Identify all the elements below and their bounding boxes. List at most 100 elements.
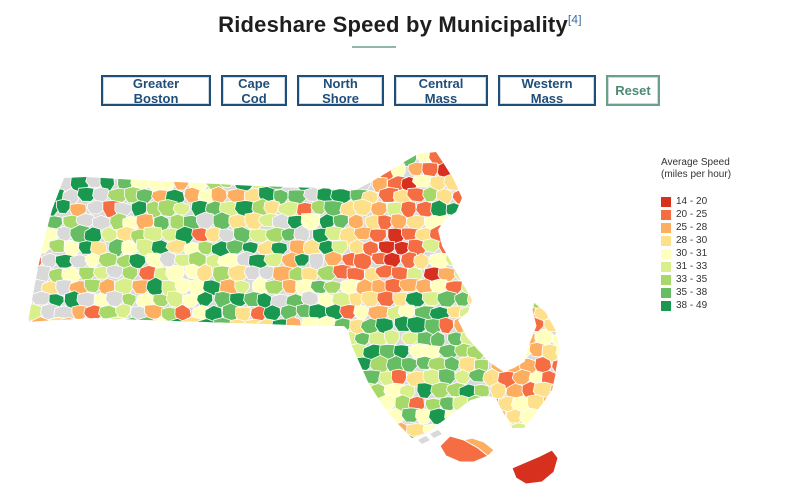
municipality-polygon[interactable] xyxy=(143,304,164,320)
municipality-polygon[interactable] xyxy=(168,368,191,389)
municipality-polygon[interactable] xyxy=(173,330,195,349)
municipality-polygon[interactable] xyxy=(76,163,92,178)
municipality-polygon[interactable] xyxy=(84,252,102,268)
western-mass-button[interactable]: Western Mass xyxy=(498,75,596,106)
municipality-polygon[interactable] xyxy=(76,291,97,309)
municipality-polygon[interactable] xyxy=(429,175,447,192)
municipality-polygon[interactable] xyxy=(181,370,205,388)
municipality-polygon[interactable] xyxy=(39,332,57,347)
municipality-polygon[interactable] xyxy=(60,396,79,417)
municipality-polygon[interactable] xyxy=(555,160,566,179)
municipality-polygon[interactable] xyxy=(566,175,567,189)
municipality-polygon[interactable] xyxy=(91,344,109,358)
municipality-polygon[interactable] xyxy=(413,252,430,270)
municipality-polygon[interactable] xyxy=(362,159,384,180)
municipality-polygon[interactable] xyxy=(340,434,362,451)
municipality-polygon[interactable] xyxy=(421,238,441,253)
municipality-polygon[interactable] xyxy=(384,434,401,448)
municipality-polygon[interactable] xyxy=(235,150,258,169)
municipality-polygon[interactable] xyxy=(144,383,163,399)
municipality-polygon[interactable] xyxy=(168,343,187,362)
municipality-polygon[interactable] xyxy=(210,185,228,205)
municipality-polygon[interactable] xyxy=(503,329,526,349)
municipality-polygon[interactable] xyxy=(165,290,185,309)
municipality-polygon[interactable] xyxy=(527,290,547,311)
municipality-polygon[interactable] xyxy=(69,329,89,347)
municipality-polygon[interactable] xyxy=(504,173,523,190)
municipality-polygon[interactable] xyxy=(489,173,505,191)
municipality-polygon[interactable] xyxy=(31,368,51,387)
municipality-polygon[interactable] xyxy=(353,331,372,346)
municipality-polygon[interactable] xyxy=(294,356,314,372)
municipality-polygon[interactable] xyxy=(469,315,490,336)
municipality-polygon[interactable] xyxy=(248,228,271,243)
municipality-polygon[interactable] xyxy=(496,420,513,438)
municipality-polygon[interactable] xyxy=(316,265,339,282)
municipality-polygon[interactable] xyxy=(196,291,214,307)
municipality-polygon[interactable] xyxy=(166,160,183,176)
municipality-polygon[interactable] xyxy=(123,420,144,439)
municipality-polygon[interactable] xyxy=(460,253,477,271)
municipality-polygon[interactable] xyxy=(521,227,538,245)
municipality-polygon[interactable] xyxy=(295,331,312,347)
municipality-polygon[interactable] xyxy=(174,277,192,295)
municipality-polygon[interactable] xyxy=(262,304,282,323)
municipality-polygon[interactable] xyxy=(429,278,448,295)
municipality-polygon[interactable] xyxy=(459,173,479,189)
municipality-polygon[interactable] xyxy=(301,422,318,437)
municipality-polygon[interactable] xyxy=(491,201,512,218)
municipality-polygon[interactable] xyxy=(534,280,557,295)
municipality-polygon[interactable] xyxy=(301,316,319,334)
municipality-polygon[interactable] xyxy=(175,355,198,371)
municipality-polygon[interactable] xyxy=(68,410,85,429)
municipality-polygon[interactable] xyxy=(428,252,450,271)
municipality-polygon[interactable] xyxy=(224,368,247,384)
municipality-polygon[interactable] xyxy=(211,422,231,440)
municipality-polygon[interactable] xyxy=(310,150,327,163)
municipality-polygon[interactable] xyxy=(227,447,243,463)
municipality-polygon[interactable] xyxy=(264,354,286,371)
municipality-polygon[interactable] xyxy=(548,251,566,271)
municipality-polygon[interactable] xyxy=(195,395,214,412)
municipality-polygon[interactable] xyxy=(513,316,531,334)
municipality-polygon[interactable] xyxy=(77,317,96,333)
municipality-polygon[interactable] xyxy=(407,161,426,177)
municipality-polygon[interactable] xyxy=(152,293,171,308)
municipality-polygon[interactable] xyxy=(78,266,96,281)
municipality-polygon[interactable] xyxy=(489,433,509,449)
municipality-polygon[interactable] xyxy=(89,369,112,385)
municipality-polygon[interactable] xyxy=(105,394,122,415)
municipality-polygon[interactable] xyxy=(174,381,196,400)
municipality-polygon[interactable] xyxy=(550,276,566,293)
municipality-polygon[interactable] xyxy=(40,355,59,376)
municipality-polygon[interactable] xyxy=(101,150,121,165)
municipality-polygon[interactable] xyxy=(287,189,307,206)
municipality-polygon[interactable] xyxy=(263,199,280,216)
municipality-polygon[interactable] xyxy=(83,355,100,371)
municipality-polygon[interactable] xyxy=(161,356,180,375)
municipality-polygon[interactable] xyxy=(152,369,173,390)
municipality-polygon[interactable] xyxy=(137,159,157,180)
municipality-polygon[interactable] xyxy=(480,215,498,230)
municipality-polygon[interactable] xyxy=(150,342,174,362)
municipality-polygon[interactable] xyxy=(129,435,147,454)
municipality-polygon[interactable] xyxy=(113,408,137,426)
municipality-polygon[interactable] xyxy=(416,382,433,399)
municipality-polygon[interactable] xyxy=(249,409,267,427)
municipality-polygon[interactable] xyxy=(40,408,64,425)
municipality-polygon[interactable] xyxy=(128,358,149,374)
municipality-polygon[interactable] xyxy=(143,331,162,350)
municipality-polygon[interactable] xyxy=(390,213,408,231)
municipality-polygon[interactable] xyxy=(556,369,566,389)
municipality-polygon[interactable] xyxy=(31,396,51,413)
municipality-polygon[interactable] xyxy=(369,354,390,375)
municipality-polygon[interactable] xyxy=(129,407,153,423)
municipality-polygon[interactable] xyxy=(287,446,308,462)
municipality-polygon[interactable] xyxy=(211,341,231,362)
municipality-polygon[interactable] xyxy=(54,434,75,451)
municipality-polygon[interactable] xyxy=(405,215,426,231)
municipality-polygon[interactable] xyxy=(510,422,527,438)
municipality-polygon[interactable] xyxy=(438,214,460,233)
municipality-polygon[interactable] xyxy=(166,449,186,462)
municipality-polygon[interactable] xyxy=(205,354,224,374)
